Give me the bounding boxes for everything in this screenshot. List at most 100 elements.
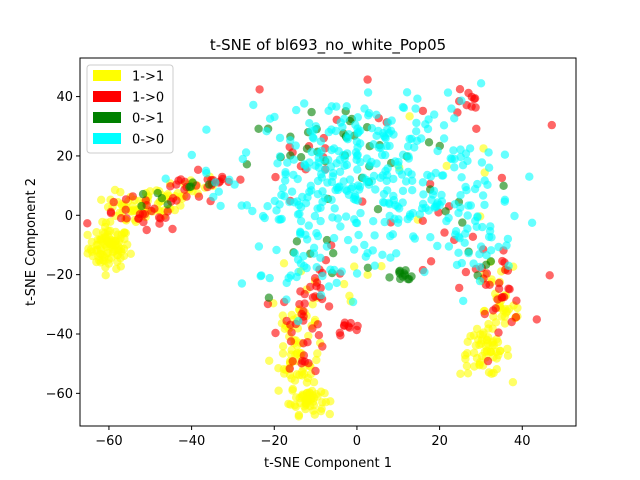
data-point: [286, 271, 295, 280]
data-point: [483, 356, 493, 366]
data-point: [437, 190, 446, 200]
data-point: [387, 116, 396, 125]
data-point: [256, 271, 265, 281]
data-point: [393, 218, 403, 227]
data-point: [433, 146, 442, 156]
y-tick-label: −60: [46, 387, 73, 402]
data-point: [106, 207, 116, 217]
data-point: [287, 187, 297, 196]
data-point: [83, 219, 92, 228]
data-point: [438, 171, 448, 180]
data-point: [418, 199, 428, 209]
data-point: [332, 102, 341, 111]
data-point: [378, 250, 387, 259]
data-point: [335, 155, 344, 164]
y-axis-ticks: −60 −40 −20 0 20 40: [46, 90, 80, 402]
x-tick-label: −60: [95, 434, 122, 449]
data-point: [116, 214, 126, 223]
legend-label: 0->1: [132, 112, 164, 127]
data-point: [275, 133, 285, 143]
data-point: [340, 114, 349, 124]
data-point: [443, 88, 453, 97]
data-point: [398, 198, 407, 207]
data-point: [166, 182, 175, 191]
data-point: [328, 172, 338, 181]
data-point: [263, 202, 272, 211]
legend-item: 0->0: [93, 133, 164, 148]
data-point: [274, 364, 283, 373]
data-point: [454, 248, 463, 257]
legend-frame: [86, 64, 174, 154]
data-point: [364, 109, 374, 118]
data-point: [355, 126, 365, 135]
data-point: [353, 165, 362, 174]
data-point: [96, 235, 106, 244]
data-point: [290, 249, 299, 258]
legend-label: 1->0: [132, 91, 164, 106]
data-point: [350, 262, 359, 271]
data-point: [292, 105, 301, 115]
data-point: [113, 257, 122, 266]
data-point: [264, 293, 274, 302]
data-point: [134, 214, 143, 223]
data-point: [291, 141, 300, 150]
data-point: [311, 366, 320, 376]
y-tick-label: 0: [65, 209, 73, 224]
data-point: [395, 267, 404, 276]
data-point: [316, 387, 326, 396]
data-point: [353, 113, 362, 122]
legend-label: 0->0: [132, 133, 164, 148]
data-point: [306, 127, 315, 136]
data-point: [385, 211, 394, 221]
data-point: [456, 191, 465, 200]
data-point: [288, 357, 297, 366]
data-point: [230, 180, 239, 189]
data-point: [361, 252, 370, 261]
data-point: [372, 159, 381, 168]
data-point: [496, 346, 505, 355]
data-point: [316, 291, 326, 300]
data-point: [168, 224, 177, 234]
data-point: [500, 197, 509, 206]
data-point: [455, 283, 464, 293]
data-point: [503, 344, 512, 354]
data-point: [473, 212, 482, 221]
data-point: [411, 104, 420, 113]
data-point: [322, 242, 332, 251]
data-point: [326, 265, 335, 274]
data-point: [109, 197, 118, 207]
y-tick-label: −20: [46, 268, 73, 283]
data-point: [469, 259, 478, 268]
data-point: [329, 144, 339, 153]
data-point: [356, 139, 365, 148]
data-point: [106, 217, 115, 226]
data-point: [352, 218, 362, 228]
data-point: [281, 176, 290, 185]
data-point: [285, 197, 294, 207]
data-point: [141, 196, 150, 205]
data-point: [101, 271, 110, 280]
data-point: [419, 190, 428, 199]
data-point: [484, 148, 493, 157]
data-point: [502, 241, 511, 250]
data-point: [350, 245, 359, 254]
legend-swatch: [93, 70, 121, 81]
data-point: [296, 259, 306, 268]
data-point: [342, 133, 352, 142]
data-point: [255, 85, 264, 94]
data-point: [316, 203, 325, 212]
data-point: [389, 191, 398, 201]
data-point: [369, 217, 378, 226]
data-point: [112, 264, 121, 274]
data-point: [290, 376, 300, 385]
data-point: [282, 316, 291, 326]
data-point: [163, 207, 172, 216]
data-point: [312, 282, 321, 291]
data-point: [376, 173, 385, 182]
data-point: [478, 222, 487, 232]
data-point: [265, 273, 274, 283]
data-point: [120, 234, 129, 244]
data-point: [489, 341, 499, 350]
data-point: [285, 364, 294, 373]
